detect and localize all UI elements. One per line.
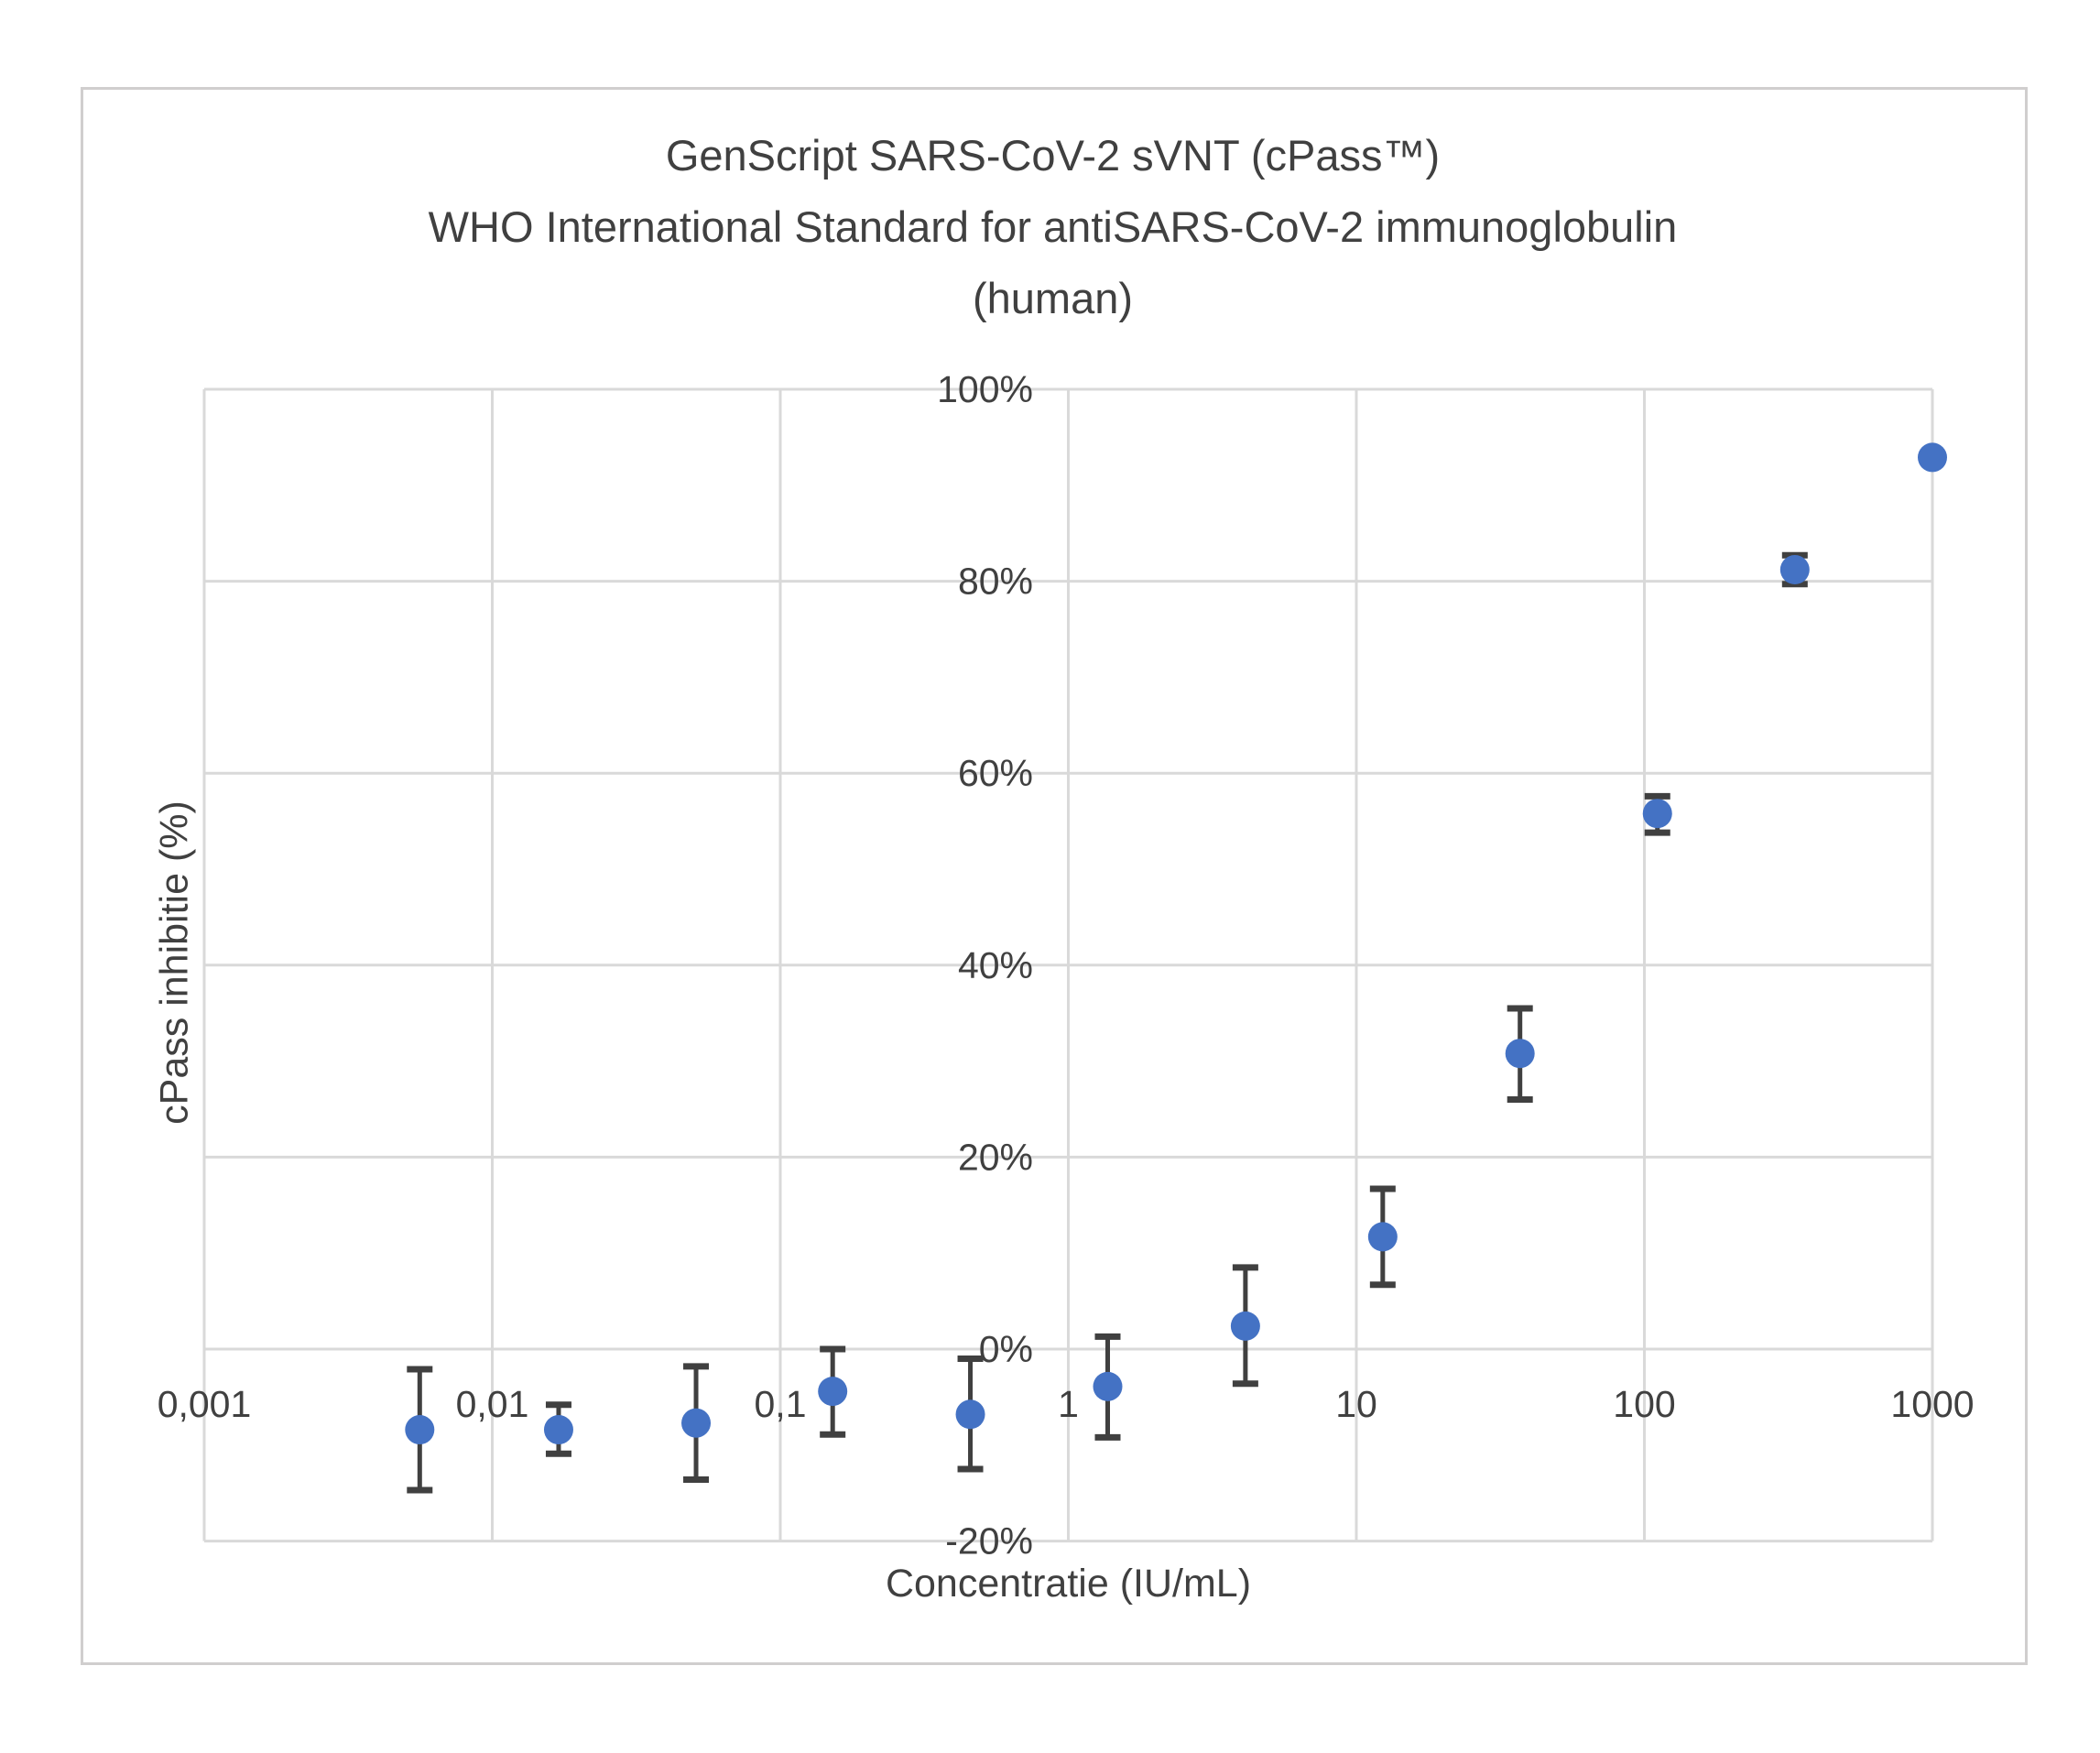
x-tick-label: 10 [1335,1383,1377,1425]
chart-title: GenScript SARS-CoV-2 sVNT (cPass™) WHO I… [81,120,2025,334]
y-tick-label: 100% [937,368,1033,410]
data-point [1779,555,1810,585]
y-tick-label: -20% [945,1520,1033,1562]
y-tick-label: 80% [958,561,1033,603]
x-axis-title: Concentratie (IU/mL) [885,1562,1252,1606]
data-point [405,1415,435,1445]
data-point [818,1377,848,1407]
data-point [1505,1039,1535,1069]
y-tick-label: 60% [958,752,1033,794]
data-point [1093,1371,1123,1401]
y-axis-title: cPass inhibitie (%) [152,800,197,1125]
chart-title-line-3: (human) [972,274,1133,322]
x-tick-label: 1 [1058,1383,1079,1425]
y-tick-label: 0% [979,1328,1033,1370]
data-point [1918,442,1947,473]
chart-title-line-1: GenScript SARS-CoV-2 sVNT (cPass™) [665,131,1441,180]
data-point [1367,1222,1398,1252]
data-point [1230,1311,1260,1341]
chart-title-line-2: WHO International Standard for antiSARS-… [428,202,1678,251]
x-tick-label: 100 [1613,1383,1675,1425]
data-point [543,1415,573,1445]
x-tick-label: 0,01 [456,1383,529,1425]
x-tick-label: 0,001 [158,1383,252,1425]
data-point [955,1399,985,1430]
data-point [1642,799,1672,829]
y-tick-label: 20% [958,1136,1033,1178]
chart-border [81,87,2028,1665]
x-tick-label: 1000 [1890,1383,1974,1425]
x-tick-label: 0,1 [755,1383,807,1425]
y-tick-label: 40% [958,944,1033,986]
data-point [681,1408,712,1438]
